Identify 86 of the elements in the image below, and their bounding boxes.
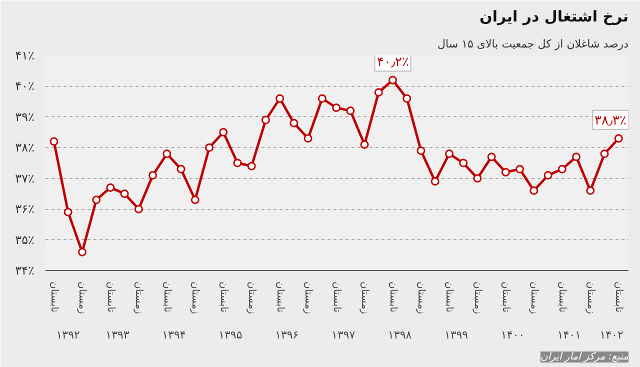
point xyxy=(360,140,369,149)
x-tick-label: تابستان xyxy=(556,282,568,313)
x-tick-label: تابستان xyxy=(48,282,60,313)
point xyxy=(374,88,383,97)
text: ۱۳۹۵ xyxy=(218,328,242,342)
point xyxy=(176,164,186,174)
point xyxy=(290,118,298,128)
point xyxy=(501,168,510,176)
x-tick-label: تابستان xyxy=(330,282,342,313)
point xyxy=(516,164,524,174)
point xyxy=(430,177,440,186)
point xyxy=(444,150,454,158)
point xyxy=(276,94,284,103)
point xyxy=(586,186,595,195)
point xyxy=(416,146,426,155)
text: ۱۴۰۲ xyxy=(600,328,624,342)
point xyxy=(219,128,228,137)
text: ۱۳۹۴ xyxy=(162,328,186,342)
x-tick-label: زمستان xyxy=(359,282,370,314)
y-tick-label: ۳۷٪ xyxy=(15,171,35,186)
point xyxy=(190,196,200,204)
x-tick-label: زمستان xyxy=(584,282,596,314)
y-tick-label: ۴۱٪ xyxy=(15,48,35,62)
point xyxy=(261,116,270,124)
x-tick-label: زمستان xyxy=(528,282,540,314)
text: ۱۳۹۸ xyxy=(388,328,412,342)
text: ۱۳۹۹ xyxy=(444,328,468,342)
point xyxy=(459,158,468,168)
point xyxy=(473,174,482,183)
x-tick-label: زمستان xyxy=(302,282,314,314)
text: منبع: مرکز آمار ایران xyxy=(540,350,630,362)
point xyxy=(120,189,129,198)
point xyxy=(558,164,566,174)
point xyxy=(134,204,143,214)
text: ۱۳۹۳ xyxy=(106,328,130,342)
y-tick-label: ۴۰٪ xyxy=(15,79,35,94)
text: ۱۴۰۱ xyxy=(557,328,582,342)
data-label: ۳۸٫۳٪ xyxy=(594,112,627,128)
x-tick-label: زمستان xyxy=(190,282,201,314)
point xyxy=(346,106,355,116)
x-tick-label: زمستان xyxy=(472,282,483,314)
point xyxy=(530,186,538,195)
point xyxy=(205,143,214,152)
point xyxy=(388,76,398,84)
point xyxy=(106,183,115,192)
x-tick-label: تابستان xyxy=(613,282,624,313)
y-tick-label: ۳۴٪ xyxy=(15,264,35,278)
point xyxy=(487,152,496,162)
y-tick-label: ۳۸٪ xyxy=(15,140,35,155)
x-tick-label: زمستان xyxy=(133,282,144,314)
point xyxy=(304,134,312,143)
x-tick-label: زمستان xyxy=(76,282,88,314)
x-tick-label: تابستان xyxy=(500,282,512,313)
x-tick-label: تابستان xyxy=(444,282,455,313)
point xyxy=(148,171,158,180)
point xyxy=(162,150,172,158)
x-tick-label: تابستان xyxy=(274,282,286,313)
point xyxy=(233,158,242,168)
data-label: ۴۰٫۲٪ xyxy=(376,54,409,70)
point xyxy=(50,137,58,146)
text: ۱۴۰۰ xyxy=(500,328,525,342)
text: ۱۳۹۲ xyxy=(56,328,80,342)
point xyxy=(544,171,552,180)
point xyxy=(402,94,412,103)
chart-title: نرخ اشتغال در ایران xyxy=(480,8,628,26)
point xyxy=(572,152,581,162)
point xyxy=(600,150,609,158)
point xyxy=(332,103,341,112)
x-tick-label: زمستان xyxy=(415,282,426,314)
point xyxy=(247,162,256,170)
x-tick-label: تابستان xyxy=(104,282,116,313)
x-tick-label: تابستان xyxy=(218,282,229,313)
x-tick-label: زمستان xyxy=(246,282,258,314)
x-tick-label: تابستان xyxy=(161,282,172,313)
text: ۱۳۹۶ xyxy=(275,328,299,342)
y-tick-label: ۳۹٪ xyxy=(15,110,35,124)
point xyxy=(78,248,86,256)
chart-subtitle: درصد شاغلان از کل جمعیت بالای ۱۵ سال xyxy=(438,38,629,50)
point xyxy=(614,134,623,143)
point xyxy=(318,94,326,103)
y-tick-label: ۳۵٪ xyxy=(15,232,35,247)
point xyxy=(64,208,72,216)
x-tick-label: تابستان xyxy=(387,282,398,313)
text: ۱۳۹۷ xyxy=(332,328,356,342)
point xyxy=(92,196,101,204)
y-tick-label: ۳۶٪ xyxy=(15,202,35,216)
